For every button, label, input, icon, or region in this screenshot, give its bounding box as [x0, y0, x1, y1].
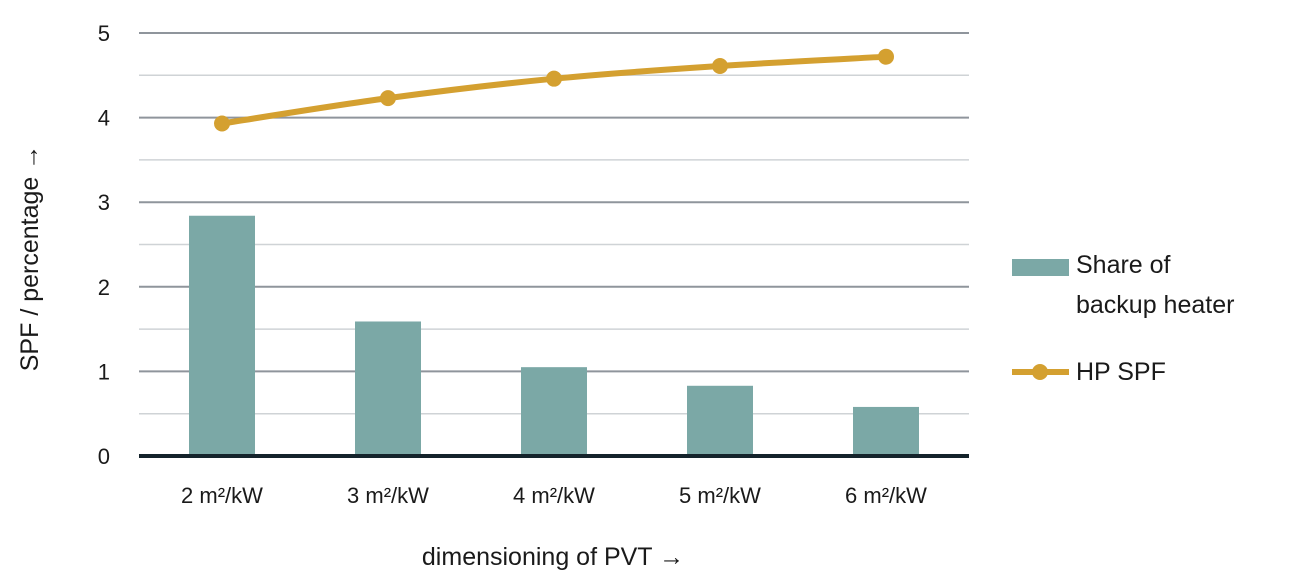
y-tick-label: 4	[98, 106, 110, 131]
x-tick-label: 3 m²/kW	[347, 483, 429, 508]
grid	[139, 32, 969, 415]
bar-backup-heater-3	[521, 367, 587, 456]
y-tick-label: 3	[98, 190, 110, 215]
legend: Share of backup heater HP SPF	[1012, 251, 1234, 386]
x-tick-label: 2 m²/kW	[181, 483, 263, 508]
hp-spf-point-1	[214, 115, 230, 132]
hp-spf-line	[219, 53, 889, 127]
legend-line-label: HP SPF	[1076, 358, 1166, 386]
hp-spf-point-3	[546, 70, 562, 87]
x-tick-label: 6 m²/kW	[845, 483, 927, 508]
bar-backup-heater-2	[355, 321, 421, 456]
bars	[189, 215, 919, 456]
y-tick-labels: 0 1 2 3 4 5	[98, 21, 110, 469]
bar-backup-heater-4	[687, 385, 753, 456]
x-axis-title: dimensioning of PVT →	[422, 543, 684, 571]
x-tick-labels: 2 m²/kW 3 m²/kW 4 m²/kW 5 m²/kW 6 m²/kW	[181, 483, 927, 508]
spf-line-series	[214, 48, 894, 132]
legend-bar-swatch	[1012, 259, 1069, 276]
hp-spf-point-4	[712, 57, 728, 74]
bar-backup-heater-5	[853, 406, 919, 456]
legend-bar-label-line-1: Share of	[1076, 251, 1171, 279]
x-tick-label: 4 m²/kW	[513, 483, 595, 508]
y-tick-label: 1	[98, 359, 110, 384]
y-axis-title: SPF / percentage →	[16, 145, 44, 372]
y-tick-label: 0	[98, 444, 110, 469]
bar-backup-heater-1	[189, 215, 255, 456]
hp-spf-point-2	[380, 90, 396, 107]
legend-bar-label-line-2: backup heater	[1076, 291, 1234, 319]
x-tick-label: 5 m²/kW	[679, 483, 761, 508]
legend-line-marker	[1032, 364, 1048, 380]
y-tick-label: 2	[98, 275, 110, 300]
y-tick-label: 5	[98, 21, 110, 46]
legend-bar-label: Share of backup heater	[1076, 251, 1234, 319]
hp-spf-point-5	[878, 48, 894, 65]
